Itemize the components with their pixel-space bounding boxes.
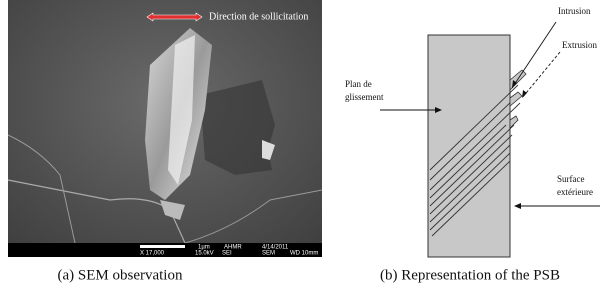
slip-plane-label: glissement	[345, 92, 384, 102]
instrument: SEM	[262, 251, 275, 257]
caption-a: (a) SEM observation	[58, 267, 183, 283]
surface-label: Surface	[557, 174, 584, 184]
grain-body	[428, 35, 510, 257]
arrow-head	[522, 90, 527, 98]
slip-plane-label: Plan de	[345, 79, 372, 89]
sem-cavity	[200, 80, 275, 175]
arrow-head	[514, 203, 521, 209]
scale-bar	[140, 245, 185, 248]
direction-label: Direction de sollicitation	[209, 11, 308, 22]
extrusion-arrow	[522, 52, 560, 98]
extrusion-step	[510, 92, 522, 106]
caption-b: (b) Representation of the PSB	[380, 267, 560, 283]
extrusion-label: Extrusion	[562, 40, 597, 50]
intrusion-label: Intrusion	[558, 6, 591, 16]
working-distance: WD 10mm	[290, 251, 318, 257]
magnification: X 17,000	[140, 251, 165, 257]
psb-diagram: Intrusion Extrusion Plan de glissement S…	[345, 6, 600, 257]
voltage: 15.0kV	[195, 251, 214, 257]
extrusion-step	[510, 116, 518, 128]
intrusion-arrow	[512, 22, 556, 88]
surface-label: extérieure	[557, 187, 593, 197]
figure: 1µm AHMR 4/14/2011 X 17,000 15.0kV SEI S…	[0, 0, 611, 291]
detector: SEI	[222, 251, 232, 257]
sem-image: 1µm AHMR 4/14/2011 X 17,000 15.0kV SEI S…	[8, 0, 322, 257]
